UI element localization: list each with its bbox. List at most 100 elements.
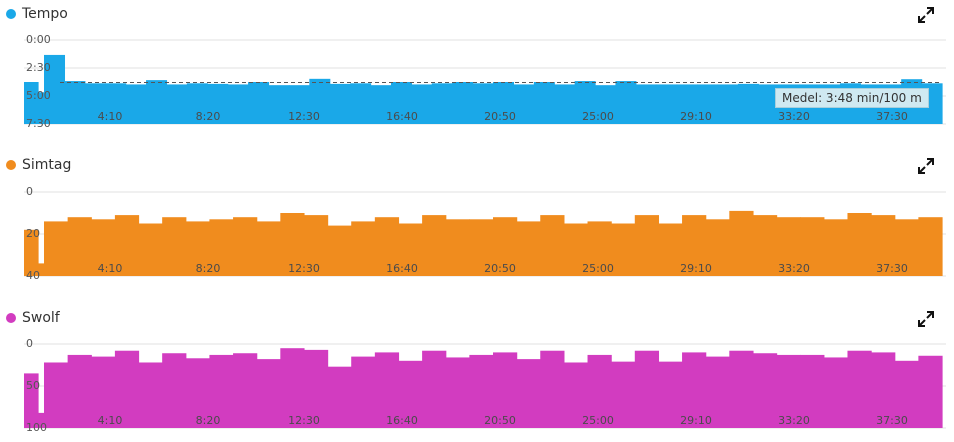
y-tick-label: 40: [26, 269, 40, 282]
bar: [682, 215, 707, 276]
bar: [493, 217, 518, 276]
bar: [847, 350, 872, 428]
bar: [445, 357, 470, 428]
bar: [64, 81, 86, 124]
bar: [729, 350, 754, 428]
bar: [758, 84, 780, 124]
bar: [634, 350, 660, 428]
bar: [138, 362, 163, 428]
swolf-legend-dot: [6, 313, 16, 323]
bar: [634, 215, 660, 276]
bar: [186, 83, 208, 124]
bar: [227, 84, 249, 124]
bar: [472, 83, 494, 124]
bar: [268, 85, 290, 124]
x-tick-label: 8:20: [196, 110, 221, 123]
x-tick-label: 8:20: [196, 262, 221, 275]
bar: [658, 361, 683, 428]
bar: [676, 84, 698, 124]
bar: [125, 84, 147, 124]
bar: [398, 223, 423, 276]
x-tick-label: 20:50: [484, 110, 516, 123]
bar: [44, 362, 69, 428]
simtag-legend-dot: [6, 160, 16, 170]
bar: [162, 353, 187, 428]
bar: [516, 221, 541, 276]
bar: [350, 83, 372, 124]
bar: [185, 358, 211, 428]
x-tick-label: 29:10: [680, 110, 712, 123]
swolf-legend-label: Swolf: [22, 310, 60, 326]
bar: [431, 83, 453, 124]
bar: [705, 356, 730, 428]
swolf-legend[interactable]: Swolf: [6, 310, 60, 326]
x-tick-label: 25:00: [582, 262, 614, 275]
bar: [256, 359, 281, 428]
bar: [209, 354, 234, 428]
bar: [207, 83, 229, 124]
bar: [38, 412, 45, 428]
bar: [717, 84, 739, 124]
expand-icon[interactable]: [917, 310, 935, 328]
simtag-legend[interactable]: Simtag: [6, 157, 71, 173]
bar: [351, 356, 376, 428]
tempo-legend-dot: [6, 9, 16, 19]
bar: [233, 353, 258, 428]
bar: [374, 352, 400, 428]
bar: [493, 352, 518, 428]
bar: [256, 221, 281, 276]
bar: [38, 263, 45, 276]
bar: [682, 352, 707, 428]
x-tick-label: 4:10: [98, 414, 123, 427]
bar: [44, 54, 66, 124]
bar: [894, 360, 919, 428]
y-tick-label: 0:00: [26, 33, 51, 46]
bar: [658, 223, 683, 276]
x-tick-label: 33:20: [778, 110, 810, 123]
x-tick-label: 8:20: [196, 414, 221, 427]
bar: [84, 83, 106, 124]
bar: [894, 219, 919, 276]
bar: [563, 362, 589, 428]
bar: [554, 84, 576, 124]
bar: [918, 217, 943, 276]
x-tick-label: 12:30: [288, 110, 320, 123]
x-tick-label: 33:20: [778, 262, 810, 275]
bar: [166, 84, 188, 124]
simtag-legend-label: Simtag: [22, 157, 72, 173]
x-tick-label: 12:30: [288, 262, 320, 275]
x-tick-label: 37:30: [876, 262, 908, 275]
bar: [697, 84, 719, 124]
bar: [533, 82, 555, 124]
bar: [656, 84, 678, 124]
bar: [303, 349, 329, 428]
bar: [705, 219, 730, 276]
bar: [847, 213, 872, 276]
x-tick-label: 16:40: [386, 414, 418, 427]
bar: [370, 85, 392, 124]
bar: [162, 217, 187, 276]
bar: [390, 82, 412, 124]
bar: [146, 80, 168, 124]
bar: [574, 81, 596, 124]
bar: [67, 354, 92, 428]
bar: [513, 84, 535, 124]
tempo-legend[interactable]: Tempo: [6, 6, 68, 22]
x-tick-label: 29:10: [680, 262, 712, 275]
tempo-panel: Tempo 0:00 2:30 5:00 7:30 4:10 8:20 12:30 16:40…: [0, 0, 954, 130]
bar: [91, 356, 116, 428]
bar: [493, 82, 515, 124]
bar: [288, 85, 310, 124]
bar: [587, 354, 612, 428]
bar: [233, 217, 258, 276]
bar: [329, 83, 351, 124]
expand-icon[interactable]: [917, 157, 935, 175]
bar: [737, 83, 759, 124]
y-tick-label: 2:30: [26, 61, 51, 74]
expand-icon[interactable]: [917, 6, 935, 24]
bar: [280, 348, 305, 428]
bar: [587, 221, 612, 276]
bar: [611, 361, 636, 428]
bar: [38, 92, 45, 124]
bar: [303, 215, 329, 276]
